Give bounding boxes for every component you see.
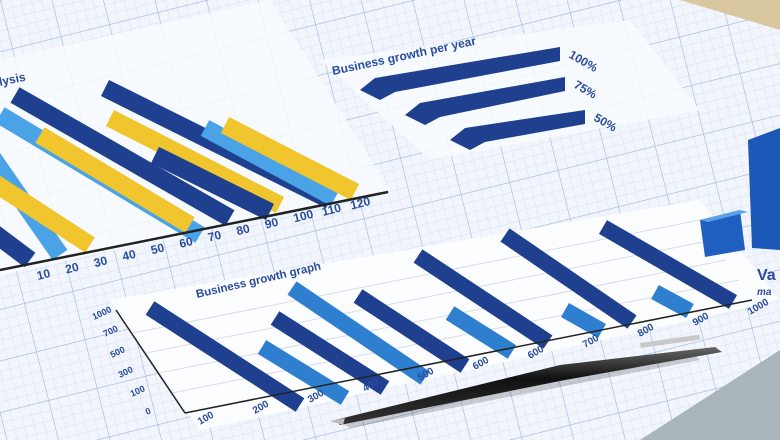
right-3d-chart: Va ma (700, 128, 780, 298)
left-chart-title: lysis (0, 70, 27, 89)
left-x-tick: 60 (178, 234, 195, 251)
growth-chart-card (110, 200, 780, 430)
growth-bar (561, 303, 606, 338)
right-heading: Va (757, 267, 776, 284)
growth-bar (257, 340, 350, 405)
left-chart-bar (151, 146, 274, 221)
tall-block (748, 128, 780, 250)
left-x-tick: 90 (263, 215, 280, 232)
growth-y-axis (115, 309, 186, 414)
left-x-tick: 20 (64, 260, 81, 277)
growth-bar (500, 228, 637, 329)
growth-x-axis (184, 299, 753, 414)
growth-bar (445, 306, 517, 359)
desk-corner (640, 350, 780, 440)
left-x-tick: 70 (206, 228, 223, 245)
growth-bar (651, 284, 694, 319)
left-x-tick: 50 (149, 240, 166, 257)
per-year-bar (360, 47, 560, 100)
left-x-axis (0, 190, 389, 272)
growth-bar-chart: Business growth graph 010030050070010001… (91, 200, 780, 430)
per-year-chart: Business growth per year 100%75%50% (320, 20, 700, 160)
left-chart-bar (35, 127, 195, 233)
left-x-tick: 120 (349, 194, 372, 213)
growth-bar (353, 289, 470, 373)
growth-bar (599, 220, 737, 309)
left-x-tick: 10 (35, 266, 52, 283)
growth-y-tick: 0 (144, 406, 153, 417)
ruler-corner (680, 0, 780, 30)
per-year-bar (405, 77, 565, 125)
left-chart-bar (0, 226, 36, 268)
left-x-tick: 110 (320, 201, 342, 219)
cube-block-top (700, 210, 748, 222)
left-x-tick: 80 (235, 221, 252, 238)
left-x-tick: 30 (92, 253, 109, 270)
cube-block (700, 210, 745, 257)
left-x-tick: 40 (121, 247, 138, 264)
left-chart-bar (0, 175, 95, 253)
left-x-tick: 100 (292, 207, 315, 226)
left-chart-bar (200, 120, 340, 206)
right-subtext: ma (757, 287, 772, 298)
gridline (132, 219, 701, 334)
growth-bar (145, 301, 305, 412)
pen-icon (330, 334, 722, 428)
left-bar-chart: lysis 10 20 30 40 50 60 70 80 90 100 110 120 (0, 0, 390, 283)
left-chart-bar (220, 116, 360, 201)
per-year-bar (450, 110, 585, 150)
gridline (145, 239, 714, 354)
growth-bar (287, 281, 430, 385)
left-chart-bar (10, 87, 235, 226)
left-chart-bar (105, 109, 285, 214)
growth-bar (413, 249, 553, 349)
gridline (158, 259, 727, 374)
